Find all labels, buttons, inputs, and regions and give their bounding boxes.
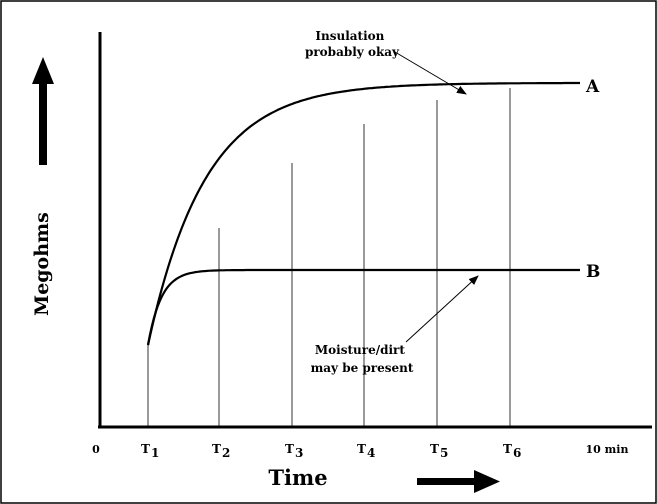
curve-b	[146, 268, 580, 346]
curve-label-a: A	[585, 77, 600, 97]
curve-label-b: B	[586, 262, 600, 282]
x-tick-labels: 0 T1 T2 T3 T4 T5 T6 10 min	[92, 442, 628, 460]
x-tick-label-0: 0	[92, 443, 100, 456]
annotation-b-pointer	[405, 275, 479, 343]
x-tick-label-1: T1	[141, 442, 159, 460]
x-tick-label-4: T4	[357, 442, 375, 460]
annotation-a-line-2: probably okay	[305, 45, 400, 59]
annotation-b-line-2: may be present	[311, 361, 414, 375]
annotation-a: Insulation probably okay	[305, 29, 400, 59]
annotation-a-pointer	[394, 51, 467, 95]
x-tick-label-5: T5	[430, 442, 448, 460]
x-tick-label-6: T6	[503, 442, 521, 460]
x-tick-label-2: T2	[212, 442, 230, 460]
x-tick-label-3: T3	[285, 442, 303, 460]
time-marker-lines	[147, 88, 511, 427]
curve-a	[146, 81, 580, 346]
x-direction-arrow	[417, 470, 500, 493]
annotation-a-line-1: Insulation	[315, 29, 384, 43]
annotation-b: Moisture/dirt may be present	[311, 343, 414, 375]
y-axis-label: Megohms	[31, 212, 53, 316]
x-tick-label-7: 10 min	[586, 443, 629, 456]
annotation-b-line-1: Moisture/dirt	[315, 343, 405, 357]
y-direction-arrow	[32, 57, 54, 165]
x-axis-label: Time	[268, 465, 327, 490]
